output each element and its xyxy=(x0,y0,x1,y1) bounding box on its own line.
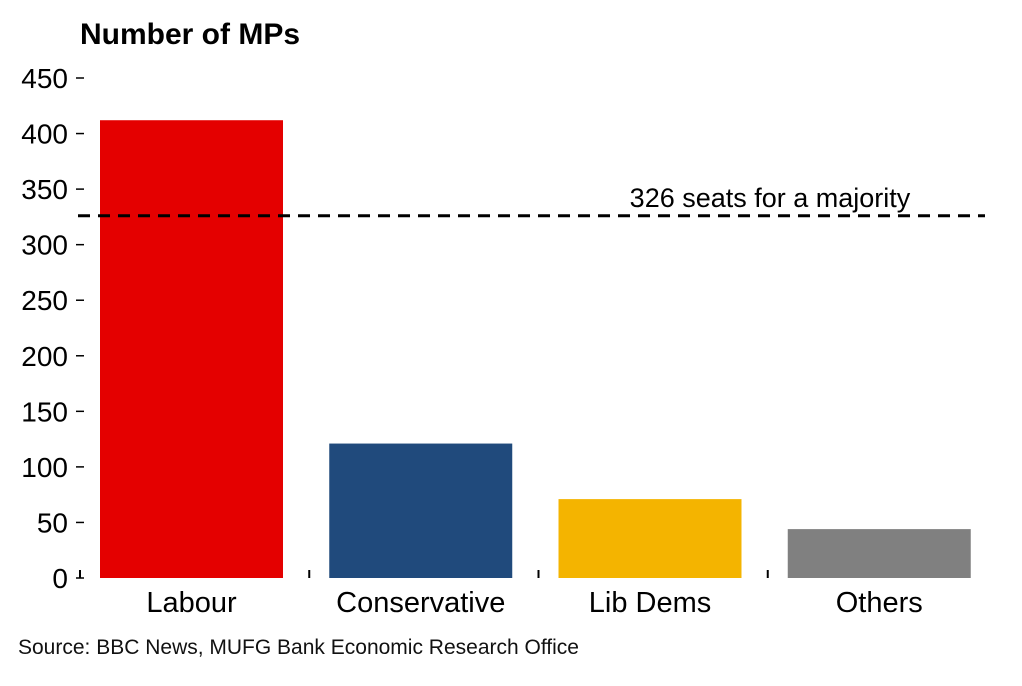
majority-line-group: 326 seats for a majority xyxy=(78,183,985,218)
x-tick-label: Conservative xyxy=(336,587,505,619)
y-tick-label: 300 xyxy=(21,230,68,261)
bar-others xyxy=(787,529,971,578)
majority-line-label: 326 seats for a majority xyxy=(630,183,911,213)
y-tick-label: 250 xyxy=(21,285,68,316)
y-tick-label: 450 xyxy=(21,63,68,94)
chart-title: Number of MPs xyxy=(80,18,300,51)
x-tick-label: Labour xyxy=(146,587,237,619)
y-tick-label: 200 xyxy=(21,341,68,372)
x-tick-label: Others xyxy=(836,587,923,619)
bar-lib-dems xyxy=(558,499,742,578)
bars xyxy=(100,120,971,578)
x-tick-label: Lib Dems xyxy=(589,587,712,619)
source-note: Source: BBC News, MUFG Bank Economic Res… xyxy=(18,636,579,659)
bar-conservative xyxy=(329,443,513,578)
x-axis: Labour Conservative Lib Dems Others xyxy=(79,570,923,619)
y-tick-label: 0 xyxy=(52,563,68,594)
y-tick-label: 350 xyxy=(21,174,68,205)
y-tick-label: 50 xyxy=(37,507,68,538)
y-tick-label: 400 xyxy=(21,119,68,150)
y-tick-label: 100 xyxy=(21,452,68,483)
y-axis: 0 50 100 150 200 250 300 350 400 450 xyxy=(21,63,84,594)
bar-labour xyxy=(100,120,283,578)
y-tick-label: 150 xyxy=(21,396,68,427)
